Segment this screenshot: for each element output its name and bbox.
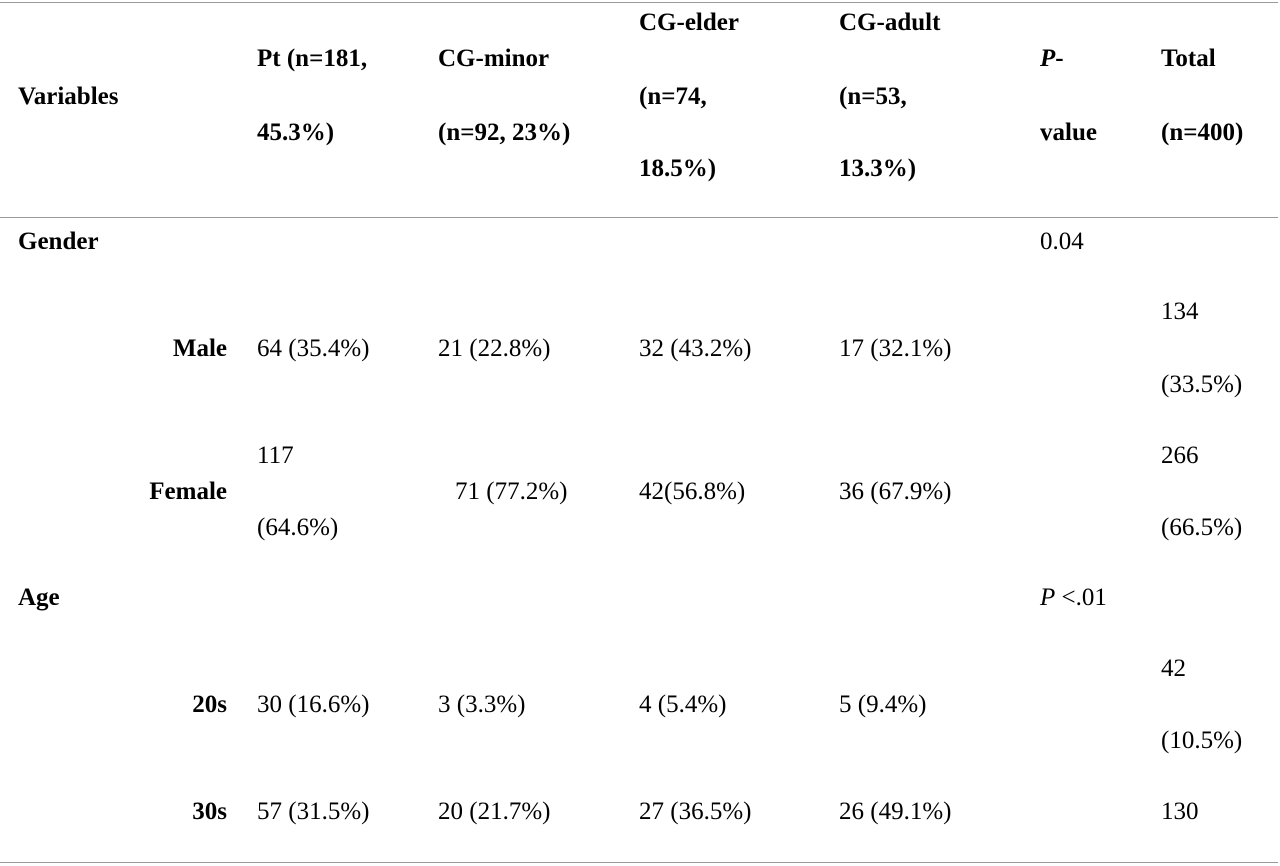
- header-bottom-rule: [0, 217, 1278, 218]
- row-label: Female: [149, 478, 227, 505]
- cell-cg-elder: 42(56.8%): [639, 478, 746, 505]
- cell-total-line1: 134: [1161, 298, 1199, 325]
- header-total-line1: Total: [1161, 45, 1216, 72]
- cell-cg-elder: 4 (5.4%): [639, 691, 727, 718]
- cell-total-line1: 130: [1161, 798, 1199, 825]
- cell-pt: 57 (31.5%): [257, 798, 370, 825]
- cell-cg-adult: 26 (49.1%): [839, 798, 952, 825]
- cell-pt-line2: (64.6%): [257, 514, 339, 541]
- cell-cg-minor: 21 (22.8%): [438, 335, 551, 362]
- section-p-value: P <.01: [1040, 585, 1107, 610]
- header-cg-minor-line1: CG-minor: [438, 45, 550, 72]
- header-cg-minor-line2: (n=92, 23%): [438, 119, 571, 146]
- cell-cg-adult: 17 (32.1%): [839, 335, 952, 362]
- cell-cg-adult: 36 (67.9%): [839, 478, 952, 505]
- cell-pt: 30 (16.6%): [257, 691, 370, 718]
- header-pt-line1: Pt (n=181,: [257, 45, 368, 72]
- header-pt-line2: 45.3%): [257, 119, 335, 146]
- cell-total-line1: 266: [1161, 442, 1199, 469]
- cell-cg-adult: 5 (9.4%): [839, 691, 927, 718]
- header-cg-adult-line1: CG-adult: [839, 9, 941, 36]
- row-label: 20s: [192, 691, 227, 718]
- p-letter: P: [1040, 584, 1056, 611]
- header-p-value-line2: value: [1040, 119, 1097, 146]
- cell-total-line2: (10.5%): [1161, 727, 1243, 754]
- cell-pt: 64 (35.4%): [257, 335, 370, 362]
- p-threshold: <.01: [1055, 584, 1107, 611]
- cell-pt-line1: 117: [257, 442, 294, 469]
- header-variables: Variables: [18, 83, 119, 110]
- header-cg-elder-line1: CG-elder: [639, 9, 739, 36]
- header-cg-elder-line3: 18.5%): [639, 155, 717, 182]
- row-label: 30s: [192, 798, 227, 825]
- header-total-line2: (n=400): [1161, 119, 1244, 146]
- header-cg-adult-line3: 13.3%): [839, 155, 917, 182]
- section-label: Age: [18, 584, 60, 611]
- cell-cg-minor: 3 (3.3%): [438, 691, 526, 718]
- section-p-value: 0.04: [1040, 228, 1084, 255]
- cell-total-line2: (66.5%): [1161, 514, 1243, 541]
- cell-total-line2: (33.5%): [1161, 371, 1243, 398]
- header-p-letter: P: [1040, 45, 1056, 72]
- cell-cg-elder: 32 (43.2%): [639, 335, 752, 362]
- cell-cg-elder: 27 (36.5%): [639, 798, 752, 825]
- header-p-hyphen: -: [1055, 45, 1064, 72]
- cell-cg-minor: 20 (21.7%): [438, 798, 551, 825]
- header-cg-elder-line2: (n=74,: [639, 83, 707, 110]
- table-top-rule: [0, 2, 1278, 3]
- cell-total-line1: 42: [1161, 655, 1186, 682]
- header-p-value-line1: P-: [1040, 46, 1064, 71]
- row-label: Male: [172, 335, 227, 362]
- cell-cg-minor: 71 (77.2%): [455, 478, 568, 505]
- table-bottom-rule: [0, 862, 1278, 863]
- header-cg-adult-line2: (n=53,: [839, 83, 907, 110]
- section-label: Gender: [18, 228, 99, 255]
